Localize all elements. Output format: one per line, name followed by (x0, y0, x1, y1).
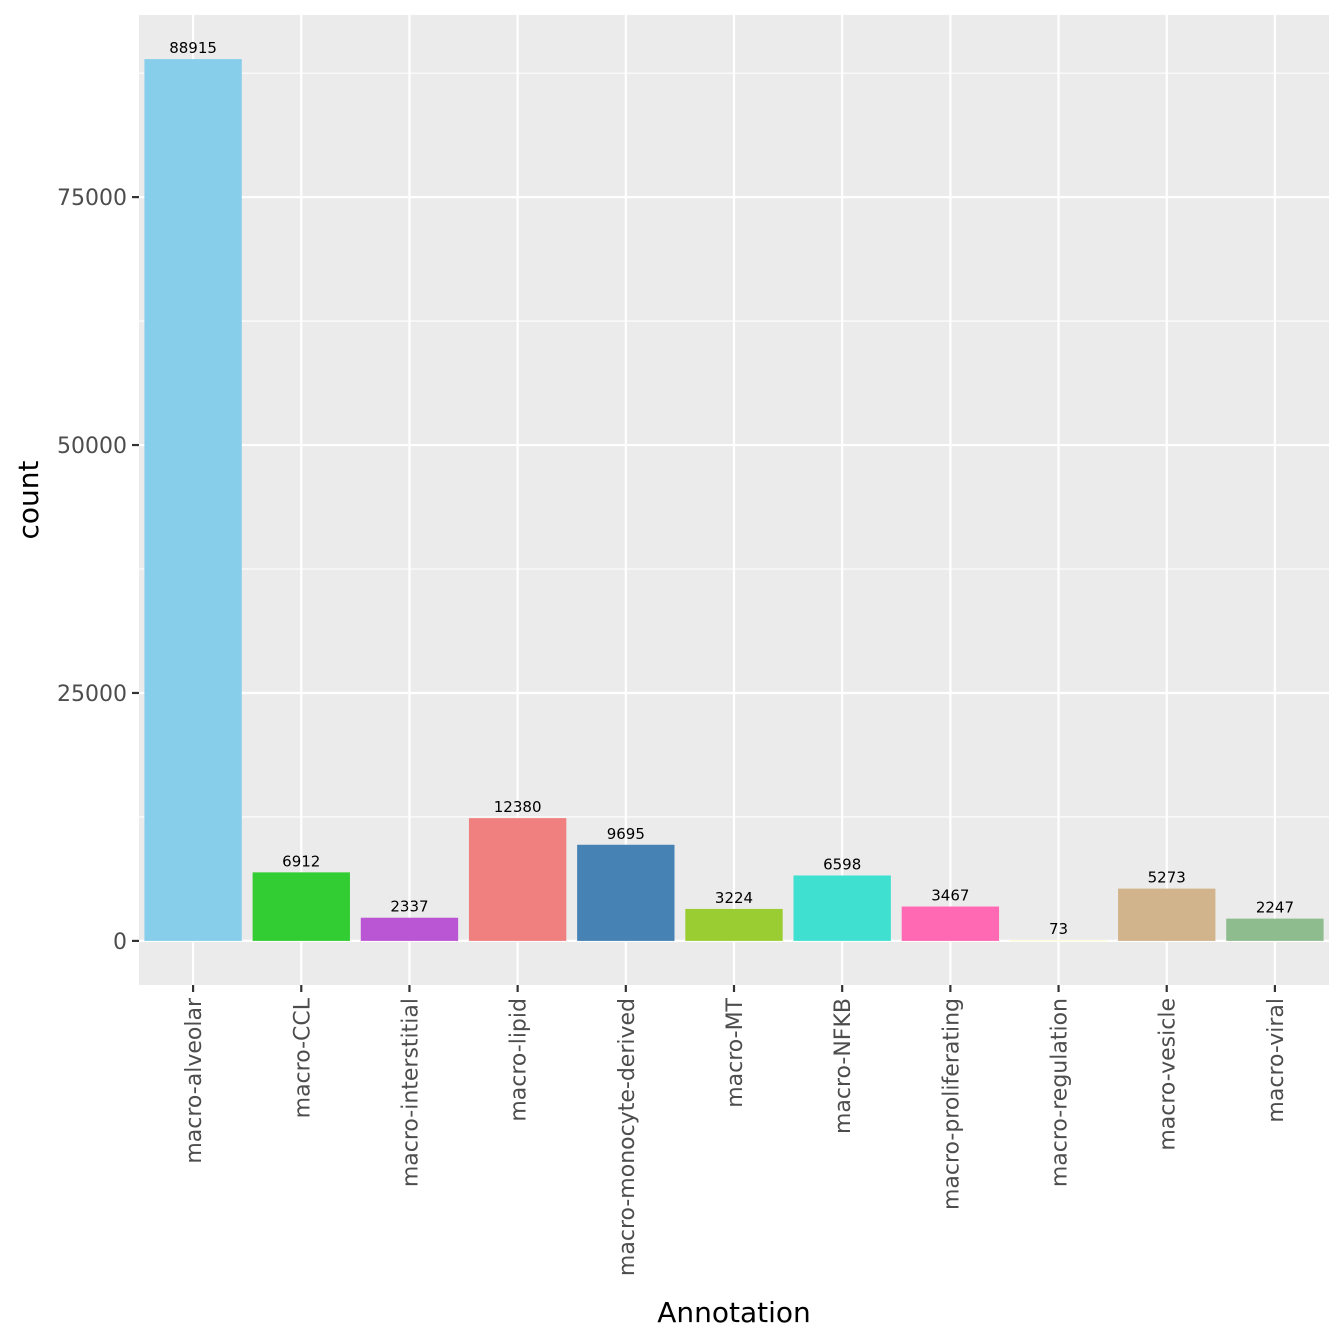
bar-macro-CCL (252, 872, 350, 941)
bar-value-label: 73 (1049, 920, 1068, 938)
x-tick-label: macro-proliferating (939, 998, 964, 1210)
x-tick-label: macro-alveolar (182, 997, 207, 1164)
y-axis: 0 25000 50000 75000 (57, 186, 139, 955)
x-tick-label: macro-lipid (507, 998, 532, 1122)
x-tick-label: macro-interstitial (398, 998, 423, 1187)
bar-macro-lipid (468, 818, 567, 941)
bar-value-labels: 88915 6912 2337 12380 9695 3224 6598 3467 73 5273… (169, 39, 1294, 938)
bar-macro-alveolar (144, 59, 242, 941)
x-axis: macro-alveolar macro-CCL macro-interstitia… (182, 985, 1289, 1276)
bar-value-label: 6598 (823, 855, 861, 873)
x-tick-label: macro-regulation (1048, 998, 1073, 1187)
bar-macro-MT (685, 908, 783, 941)
bar-macro-interstitial (360, 917, 459, 941)
bar-value-label: 5273 (1148, 869, 1186, 887)
x-tick-label: macro-NFKB (831, 998, 856, 1134)
y-tick-label: 50000 (57, 434, 127, 459)
bar-value-label: 2247 (1256, 899, 1294, 917)
bar-value-label: 9695 (607, 825, 645, 843)
y-tick-label: 75000 (57, 186, 127, 211)
x-tick-label: macro-viral (1264, 998, 1289, 1123)
y-tick-label: 25000 (57, 682, 127, 707)
bar-value-label: 6912 (282, 852, 320, 870)
bar-macro-proliferating (901, 906, 1000, 941)
bar-macro-monocyte-derived (577, 844, 675, 941)
x-tick-label: macro-MT (723, 997, 748, 1107)
y-tick-label: 0 (113, 930, 127, 955)
bar-value-label: 3467 (931, 887, 969, 905)
x-axis-title: Annotation (657, 1296, 811, 1329)
x-tick-label: macro-CCL (290, 997, 315, 1118)
bar-value-label: 3224 (715, 889, 753, 907)
bar-value-label: 88915 (169, 39, 217, 57)
bar-macro-regulation (1009, 940, 1108, 942)
bar-value-label: 2337 (390, 898, 428, 916)
bar-macro-viral (1226, 918, 1324, 941)
bar-macro-NFKB (793, 875, 891, 941)
x-tick-label: macro-monocyte-derived (615, 998, 640, 1276)
bars (144, 59, 1324, 942)
x-tick-label: macro-vesicle (1156, 998, 1181, 1151)
bar-macro-vesicle (1118, 888, 1216, 941)
bar-value-label: 12380 (494, 798, 542, 816)
y-axis-title: count (12, 460, 45, 539)
